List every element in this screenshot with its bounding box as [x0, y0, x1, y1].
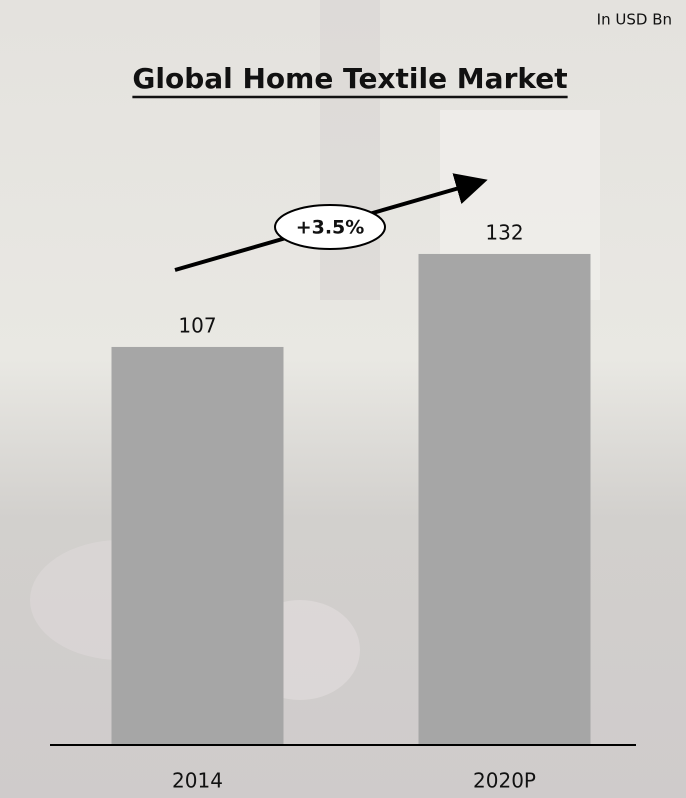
growth-badge [274, 204, 386, 250]
x-tick-label: 2014 [172, 769, 223, 793]
bar [418, 253, 591, 745]
bar [111, 346, 284, 745]
value-label: 107 [178, 313, 216, 337]
value-label: 132 [485, 220, 523, 244]
background-headboard [320, 0, 380, 300]
x-tick-label: 2020P [473, 769, 536, 793]
chart-title: Global Home Textile Market [132, 62, 567, 95]
unit-label: In USD Bn [597, 11, 672, 29]
growth-label: +3.5% [296, 217, 365, 239]
